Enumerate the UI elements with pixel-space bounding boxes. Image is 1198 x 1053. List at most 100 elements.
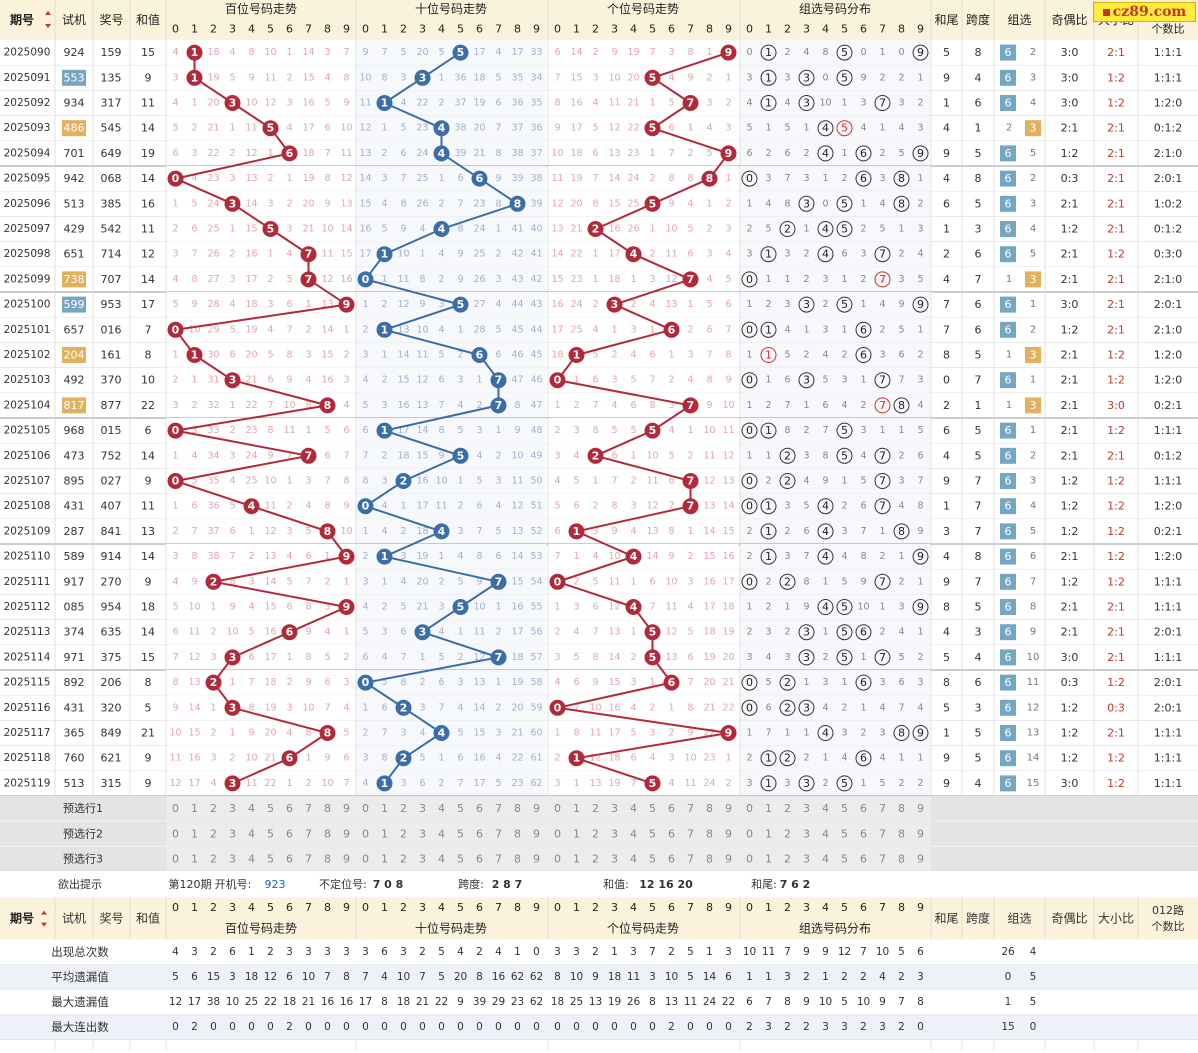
omission-value: 23 xyxy=(570,274,582,285)
trend-cell-bg xyxy=(166,770,356,796)
omission-value: 3 xyxy=(457,375,463,386)
trend-cell-bg xyxy=(166,745,356,771)
omission-value: 3 xyxy=(592,72,598,83)
stats-value: 0 xyxy=(706,1021,713,1033)
winning-ball-digit: 4 xyxy=(438,223,446,236)
sum-value: 14 xyxy=(141,626,155,639)
omission-value: 3 xyxy=(172,551,178,562)
stats-zuxuan3: 5 xyxy=(1030,996,1037,1008)
distribution-omission: 3 xyxy=(765,627,771,638)
preselect-digit: 1 xyxy=(765,853,772,866)
trend-cell-bg xyxy=(166,90,356,116)
distribution-omission: 2 xyxy=(803,148,809,159)
hint-hezhi-label: 和值: xyxy=(603,878,629,891)
omission-value: 2 xyxy=(687,450,693,461)
omission-value: 4 xyxy=(419,728,425,739)
omission-value: 6 xyxy=(668,123,674,134)
winning-ball xyxy=(376,95,393,111)
stats-value: 3 xyxy=(400,946,407,958)
omission-value: 5 xyxy=(400,123,406,134)
big-small-ratio: 0:3 xyxy=(1107,701,1125,714)
preselect-cells-bg xyxy=(166,822,931,846)
omission-value: 23 xyxy=(627,148,639,159)
stats-value: 22 xyxy=(435,996,448,1008)
big-small-ratio: 1:2 xyxy=(1107,500,1125,513)
span-value: 7 xyxy=(975,500,982,513)
trend-cell-bg xyxy=(548,241,738,267)
period-id: 2025119 xyxy=(4,777,51,789)
header-digit: 1 xyxy=(573,23,580,36)
omission-value: 13 xyxy=(359,148,371,159)
trend-cell-bg xyxy=(356,695,546,721)
omission-value: 9 xyxy=(706,400,712,411)
omission-value: 1 xyxy=(381,123,387,134)
omission-value: 16 xyxy=(188,753,200,764)
distribution-omission: 5 xyxy=(898,148,904,159)
footer-digit: 6 xyxy=(860,901,867,914)
omission-value: 1 xyxy=(381,350,387,361)
omission-value: 12 xyxy=(359,123,371,134)
omission-value: 3 xyxy=(172,72,178,83)
omission-value: 12 xyxy=(397,299,409,310)
trend-cell-bg xyxy=(548,90,738,116)
omission-value: 4 xyxy=(554,476,560,487)
omission-value: 15 xyxy=(416,450,428,461)
header-digit: 7 xyxy=(879,23,886,36)
odd-even-ratio: 2:1 xyxy=(1061,374,1079,387)
trend-cell-bg xyxy=(356,216,546,242)
period-id: 2025100 xyxy=(4,299,51,311)
winning-ball-digit: 2 xyxy=(210,676,218,689)
winning-ball xyxy=(682,473,699,489)
trend-cell-bg xyxy=(740,65,930,91)
header-section-0: 百位号码走势 xyxy=(225,1,297,16)
omission-value: 2 xyxy=(172,224,178,235)
winning-ball xyxy=(357,674,374,691)
stats-value: 22 xyxy=(722,996,735,1008)
omission-value: 1 xyxy=(573,375,579,386)
zuxuan3-omission: 4 xyxy=(1030,224,1036,235)
winning-ball-digit: 5 xyxy=(267,223,275,236)
stats-value: 2 xyxy=(784,1021,791,1033)
footer-digit: 2 xyxy=(210,901,217,914)
distribution-omission: 2 xyxy=(803,274,809,285)
omission-value: 19 xyxy=(473,98,485,109)
distribution-digit: 1 xyxy=(765,46,772,59)
omission-value: 6 xyxy=(495,551,501,562)
winning-ball-digit: 0 xyxy=(554,374,562,387)
omission-value: 9 xyxy=(324,753,330,764)
stats-value: 39 xyxy=(473,996,486,1008)
stats-value: 29 xyxy=(492,996,505,1008)
distribution-omission: 6 xyxy=(841,249,847,260)
omission-value: 6 xyxy=(706,324,712,335)
trend-cell-bg xyxy=(356,468,546,494)
omission-value: 1 xyxy=(210,702,216,713)
omission-value: 17 xyxy=(722,576,734,587)
sort-arrows-icon[interactable] xyxy=(41,910,47,927)
distribution-digit: 5 xyxy=(841,424,848,437)
omission-value: 3 xyxy=(229,450,235,461)
trend-cell-bg xyxy=(740,468,930,494)
distribution-omission: 1 xyxy=(746,299,752,310)
omission-value: 2 xyxy=(438,198,444,209)
omission-value: 7 xyxy=(649,375,655,386)
road-ratio: 1:2:0 xyxy=(1154,500,1182,513)
zuxuan6-badge xyxy=(1000,44,1016,61)
distribution-omission: 2 xyxy=(784,47,790,58)
odd-even-ratio: 3:0 xyxy=(1061,46,1079,59)
omission-value: 9 xyxy=(400,224,406,235)
stats-value: 12 xyxy=(264,971,277,983)
omission-value: 8 xyxy=(668,526,674,537)
omission-value: 20 xyxy=(416,576,428,587)
stats-value: 16 xyxy=(340,996,354,1008)
omission-value: 46 xyxy=(511,350,523,361)
omission-value: 21 xyxy=(207,123,219,134)
shiji-number: 365 xyxy=(64,727,85,740)
stats-value: 62 xyxy=(530,996,543,1008)
omission-value: 1 xyxy=(343,324,349,335)
site-logo[interactable]: cz89.com xyxy=(1093,2,1196,22)
sort-arrows-icon[interactable] xyxy=(45,11,51,28)
preselect-digit: 6 xyxy=(668,802,675,815)
omission-value: 1 xyxy=(630,450,636,461)
omission-value: 2 xyxy=(554,425,560,436)
award-number: 375 xyxy=(101,651,122,664)
